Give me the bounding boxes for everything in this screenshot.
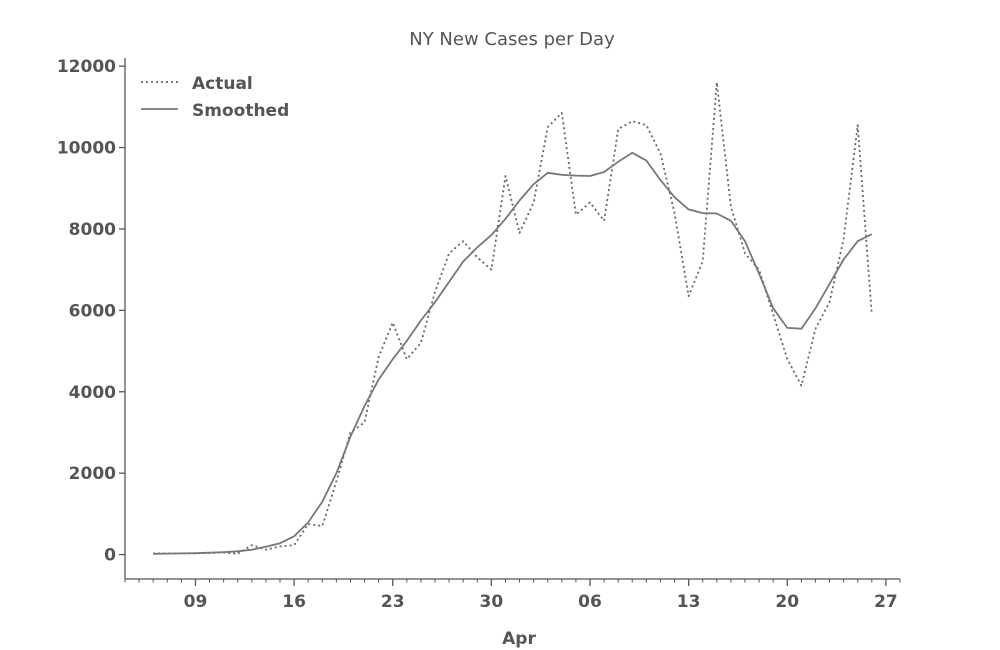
y-ticks: 0 2000 4000 6000 8000 10000 12000 — [57, 57, 125, 566]
legend-label-smoothed: Smoothed — [192, 101, 289, 121]
y-tick-label: 0 — [104, 546, 116, 566]
x-tick-label: 23 — [381, 592, 405, 612]
x-tick-label: 20 — [775, 592, 799, 612]
x-tick-label: 09 — [184, 592, 208, 612]
series-line-smoothed — [153, 151, 873, 555]
series-line-actual — [153, 81, 873, 555]
x-tick-label: 27 — [874, 592, 898, 612]
chart-title: NY New Cases per Day — [409, 29, 615, 50]
legend-label-actual: Actual — [192, 74, 253, 94]
y-tick-label: 10000 — [57, 139, 116, 159]
y-tick-label: 8000 — [69, 220, 116, 240]
x-tick-label: 06 — [578, 592, 602, 612]
series-layer — [153, 81, 873, 555]
y-tick-label: 6000 — [69, 301, 116, 321]
y-tick-label: 4000 — [69, 383, 116, 403]
x-tick-label: 13 — [677, 592, 701, 612]
x-minor-ticks — [124, 579, 901, 583]
y-tick-label: 12000 — [57, 57, 116, 77]
x-tick-label: 30 — [480, 592, 504, 612]
legend: Actual Smoothed — [141, 74, 289, 121]
x-axis-label: Apr — [502, 629, 536, 649]
x-tick-label: 16 — [282, 592, 306, 612]
x-ticks: 09 16 23 30 06 13 20 27 — [184, 579, 898, 612]
y-tick-label: 2000 — [69, 464, 116, 484]
